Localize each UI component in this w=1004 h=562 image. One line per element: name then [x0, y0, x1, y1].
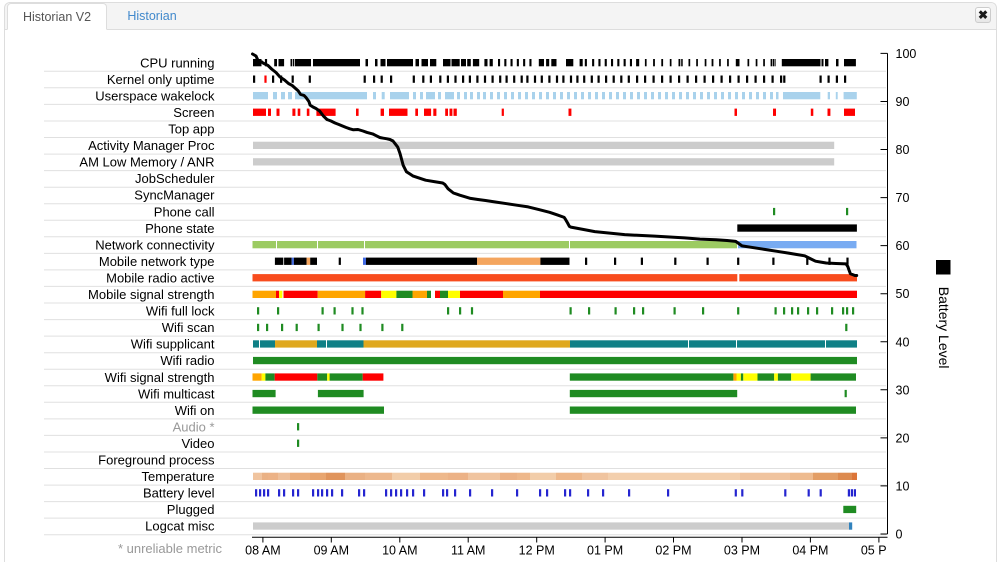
svg-text:Wifi multicast: Wifi multicast [138, 386, 215, 401]
svg-text:Network connectivity: Network connectivity [95, 237, 215, 252]
svg-text:Temperature: Temperature [142, 469, 215, 484]
svg-text:CPU running: CPU running [140, 55, 214, 70]
svg-text:Mobile signal strength: Mobile signal strength [88, 287, 214, 302]
svg-text:09 AM: 09 AM [314, 544, 349, 558]
svg-text:JobScheduler: JobScheduler [135, 171, 215, 186]
svg-text:Wifi full lock: Wifi full lock [146, 304, 215, 319]
svg-text:Logcat misc: Logcat misc [145, 519, 215, 534]
svg-text:05 PM: 05 PM [861, 544, 897, 558]
svg-text:SyncManager: SyncManager [134, 188, 215, 203]
svg-text:08 AM: 08 AM [245, 544, 280, 558]
svg-text:04 PM: 04 PM [792, 544, 828, 558]
svg-text:* unreliable metric: * unreliable metric [118, 541, 223, 556]
svg-text:AM Low Memory / ANR: AM Low Memory / ANR [79, 155, 214, 170]
svg-text:11 AM: 11 AM [451, 544, 486, 558]
svg-text:Wifi on: Wifi on [175, 403, 215, 418]
svg-text:0: 0 [896, 528, 903, 542]
svg-text:Phone state: Phone state [145, 221, 214, 236]
svg-text:Kernel only uptime: Kernel only uptime [107, 72, 215, 87]
svg-text:50: 50 [896, 287, 910, 301]
svg-text:03 PM: 03 PM [724, 544, 760, 558]
svg-text:60: 60 [896, 239, 910, 253]
svg-text:Wifi supplicant: Wifi supplicant [131, 337, 215, 352]
svg-text:70: 70 [896, 191, 910, 205]
svg-text:Activity Manager Proc: Activity Manager Proc [88, 138, 215, 153]
svg-text:Wifi signal strength: Wifi signal strength [105, 370, 215, 385]
svg-text:80: 80 [896, 143, 910, 157]
svg-text:10: 10 [896, 479, 910, 493]
svg-text:Top app: Top app [168, 122, 214, 137]
svg-text:Battery Level: Battery Level [936, 287, 952, 369]
svg-text:10 AM: 10 AM [382, 544, 417, 558]
svg-text:Userspace wakelock: Userspace wakelock [95, 88, 215, 103]
svg-text:30: 30 [896, 383, 910, 397]
svg-text:20: 20 [896, 431, 910, 445]
svg-text:Mobile network type: Mobile network type [99, 254, 215, 269]
svg-text:Screen: Screen [173, 105, 214, 120]
svg-text:Battery level: Battery level [143, 486, 215, 501]
svg-text:02 PM: 02 PM [655, 544, 691, 558]
svg-text:Phone call: Phone call [154, 204, 215, 219]
svg-text:Foreground process: Foreground process [98, 453, 215, 468]
svg-text:12 PM: 12 PM [519, 544, 555, 558]
svg-text:Mobile radio active: Mobile radio active [106, 270, 214, 285]
svg-text:Plugged: Plugged [167, 502, 215, 517]
svg-text:Video: Video [181, 436, 214, 451]
svg-text:Wifi radio: Wifi radio [160, 353, 214, 368]
svg-text:90: 90 [896, 95, 910, 109]
svg-text:01 PM: 01 PM [587, 544, 623, 558]
svg-text:40: 40 [896, 335, 910, 349]
svg-text:Wifi scan: Wifi scan [162, 320, 215, 335]
svg-text:100: 100 [896, 47, 917, 61]
svg-text:Audio *: Audio * [173, 419, 215, 434]
